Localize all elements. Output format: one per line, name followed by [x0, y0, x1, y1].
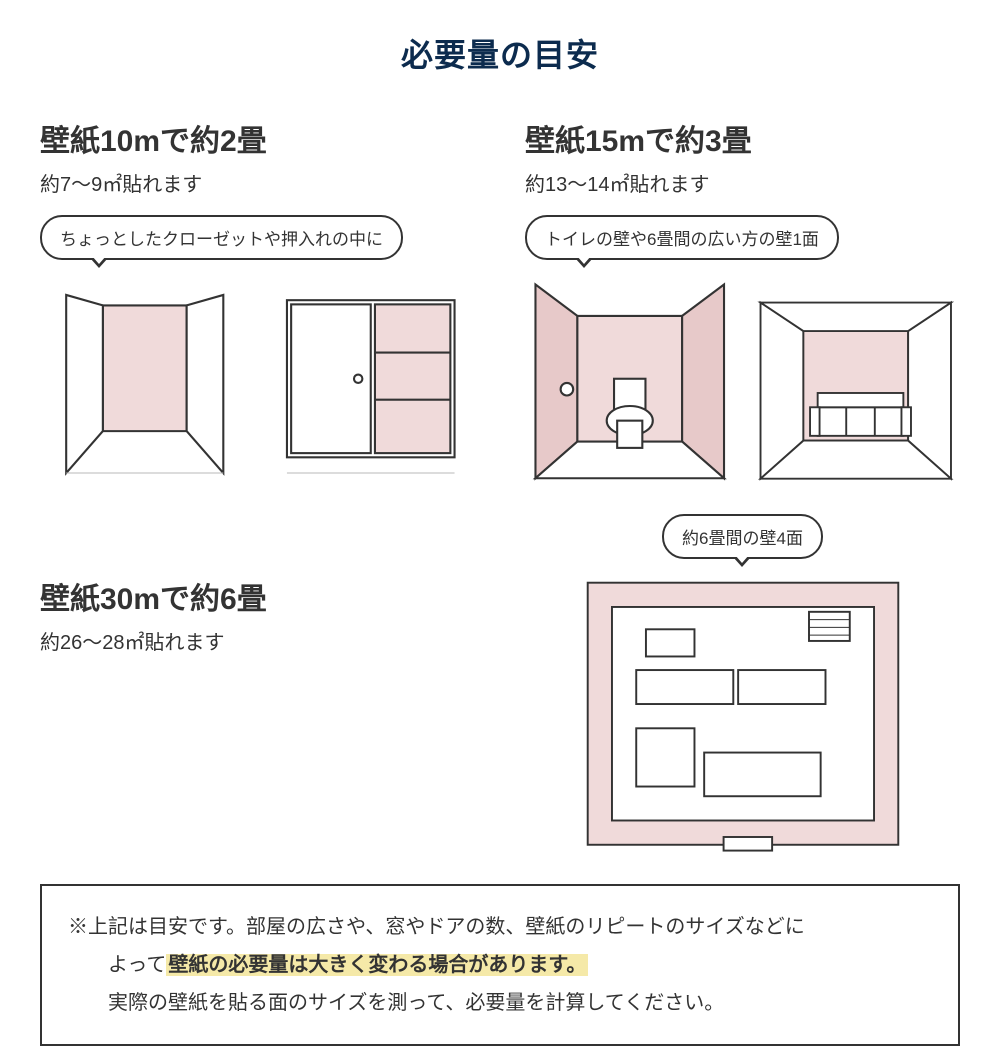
content-grid: 壁紙10mで約2畳 約7～9㎡貼れます ちょっとしたクローゼットや押入れの中に [40, 116, 960, 854]
floorplan-6jo-icon [578, 573, 908, 854]
bubble-30m-text: 約6畳間の壁4面 [682, 529, 803, 548]
heading-10m: 壁紙10mで約2畳 [40, 116, 475, 160]
heading-30m: 壁紙30mで約6畳 [40, 574, 475, 618]
section-30m: 壁紙30mで約6畳 約26～28㎡貼れます [40, 574, 475, 854]
sub-30m: 約26～28㎡貼れます [40, 626, 475, 655]
bubble-10m-text: ちょっとしたクローゼットや押入れの中に [60, 230, 383, 249]
toilet-room-icon [525, 274, 735, 484]
room-single-wall-icon [751, 293, 961, 483]
section-15m: 壁紙15mで約3畳 約13～14㎡貼れます トイレの壁や6畳間の広い方の壁1面 [525, 116, 960, 484]
disclaimer-box: ※上記は目安です。部屋の広さや、窓やドアの数、壁紙のリピートのサイズなどに よっ… [40, 884, 960, 1046]
sliding-closet-icon [266, 274, 476, 484]
disclaimer-highlight: 壁紙の必要量は大きく変わる場合があります。 [166, 954, 588, 976]
illus-10m-row [40, 274, 475, 484]
sub-15m: 約13～14㎡貼れます [525, 168, 960, 197]
heading-15m: 壁紙15mで約3畳 [525, 116, 960, 160]
disclaimer-line2: よって壁紙の必要量は大きく変わる場合があります。 [68, 946, 932, 984]
bubble-15m-text: トイレの壁や6畳間の広い方の壁1面 [545, 230, 819, 249]
bubble-15m: トイレの壁や6畳間の広い方の壁1面 [525, 215, 839, 260]
illus-15m-row [525, 274, 960, 484]
bubble-10m: ちょっとしたクローゼットや押入れの中に [40, 215, 403, 260]
section-30m-illus: 約6畳間の壁4面 [525, 514, 960, 854]
disclaimer-line1: ※上記は目安です。部屋の広さや、窓やドアの数、壁紙のリピートのサイズなどに [68, 908, 932, 946]
bubble-30m: 約6畳間の壁4面 [662, 514, 823, 559]
disclaimer-line2-prefix: よって [68, 954, 166, 976]
disclaimer-line3: 実際の壁紙を貼る面のサイズを測って、必要量を計算してください。 [68, 984, 932, 1022]
page-title: 必要量の目安 [40, 30, 960, 76]
sub-10m: 約7～9㎡貼れます [40, 168, 475, 197]
section-10m: 壁紙10mで約2畳 約7～9㎡貼れます ちょっとしたクローゼットや押入れの中に [40, 116, 475, 484]
closet-open-icon [40, 274, 250, 484]
